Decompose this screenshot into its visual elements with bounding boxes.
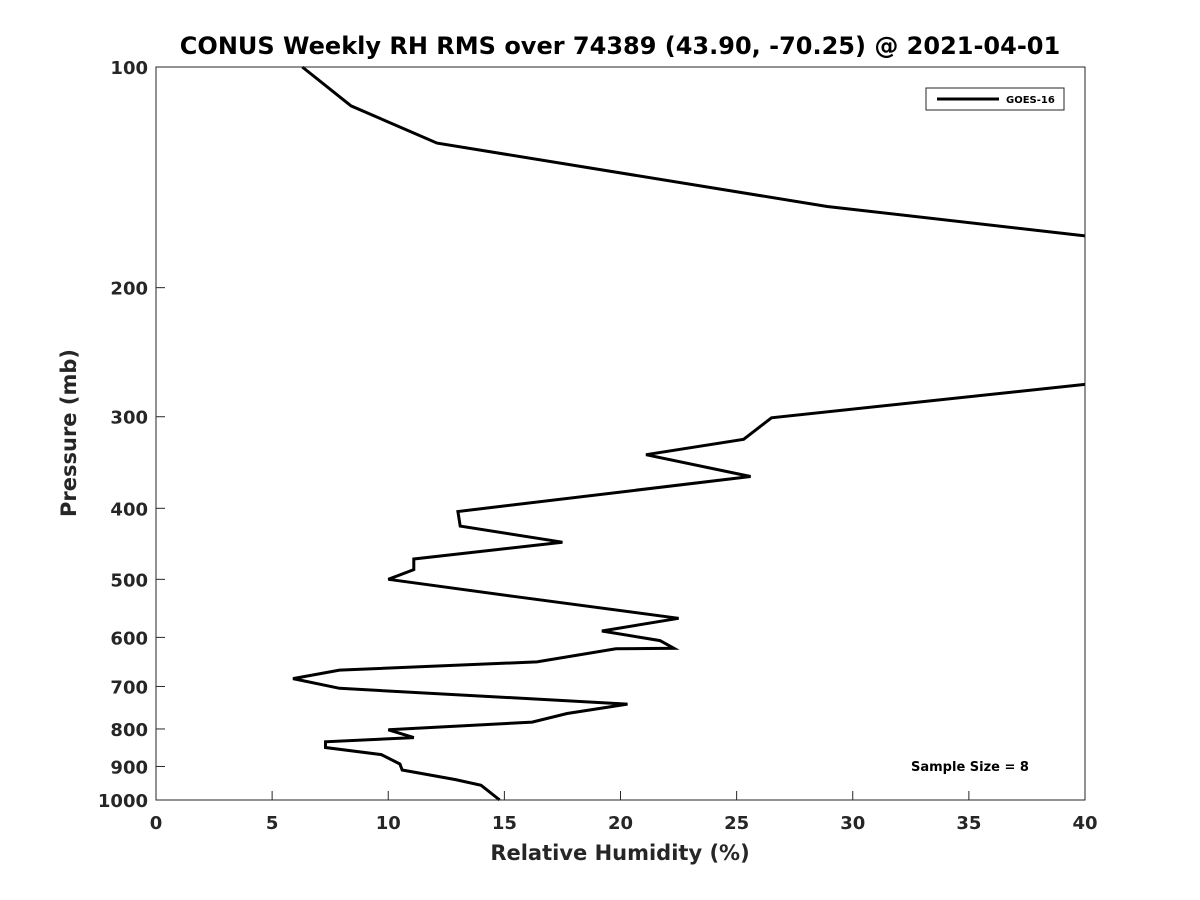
y-tick-label: 800 bbox=[110, 720, 148, 741]
x-tick-label: 0 bbox=[150, 813, 163, 834]
y-tick-label: 500 bbox=[110, 570, 148, 591]
plot-lines bbox=[292, 65, 1086, 802]
plot-area-frame bbox=[155, 66, 1086, 801]
x-tick-label: 40 bbox=[1072, 813, 1097, 834]
x-tick-label: 10 bbox=[376, 813, 401, 834]
chart-title: CONUS Weekly RH RMS over 74389 (43.90, -… bbox=[180, 32, 1060, 60]
y-axis-label: Pressure (mb) bbox=[57, 349, 81, 517]
x-axis-label: Relative Humidity (%) bbox=[490, 841, 749, 865]
series-line-goes-16-segment-1 bbox=[301, 65, 1086, 238]
y-tick-label: 300 bbox=[110, 408, 148, 429]
x-tick-label: 30 bbox=[840, 813, 865, 834]
y-tick-label: 900 bbox=[110, 757, 148, 778]
x-tick-label: 35 bbox=[956, 813, 981, 834]
y-tick-label: 400 bbox=[110, 499, 148, 520]
x-tick-label: 15 bbox=[492, 813, 517, 834]
y-tick-label: 700 bbox=[110, 677, 148, 698]
sample-size-annotation: Sample Size = 8 bbox=[911, 760, 1029, 775]
legend: GOES-16 bbox=[925, 87, 1065, 111]
x-axis-ticks: 0 5 10 15 20 25 30 35 40 bbox=[150, 791, 1098, 834]
y-axis-ticks: 100 200 300 400 500 600 700 800 900 1000 bbox=[98, 58, 165, 812]
y-tick-label: 1000 bbox=[98, 791, 148, 812]
y-tick-label: 200 bbox=[110, 279, 148, 300]
x-tick-label: 20 bbox=[608, 813, 633, 834]
legend-label-goes-16: GOES-16 bbox=[1006, 95, 1055, 106]
y-tick-label: 600 bbox=[110, 628, 148, 649]
y-tick-label: 100 bbox=[110, 58, 148, 79]
x-tick-label: 25 bbox=[724, 813, 749, 834]
series-line-goes-16-segment-2 bbox=[292, 382, 1086, 802]
x-tick-label: 5 bbox=[266, 813, 279, 834]
